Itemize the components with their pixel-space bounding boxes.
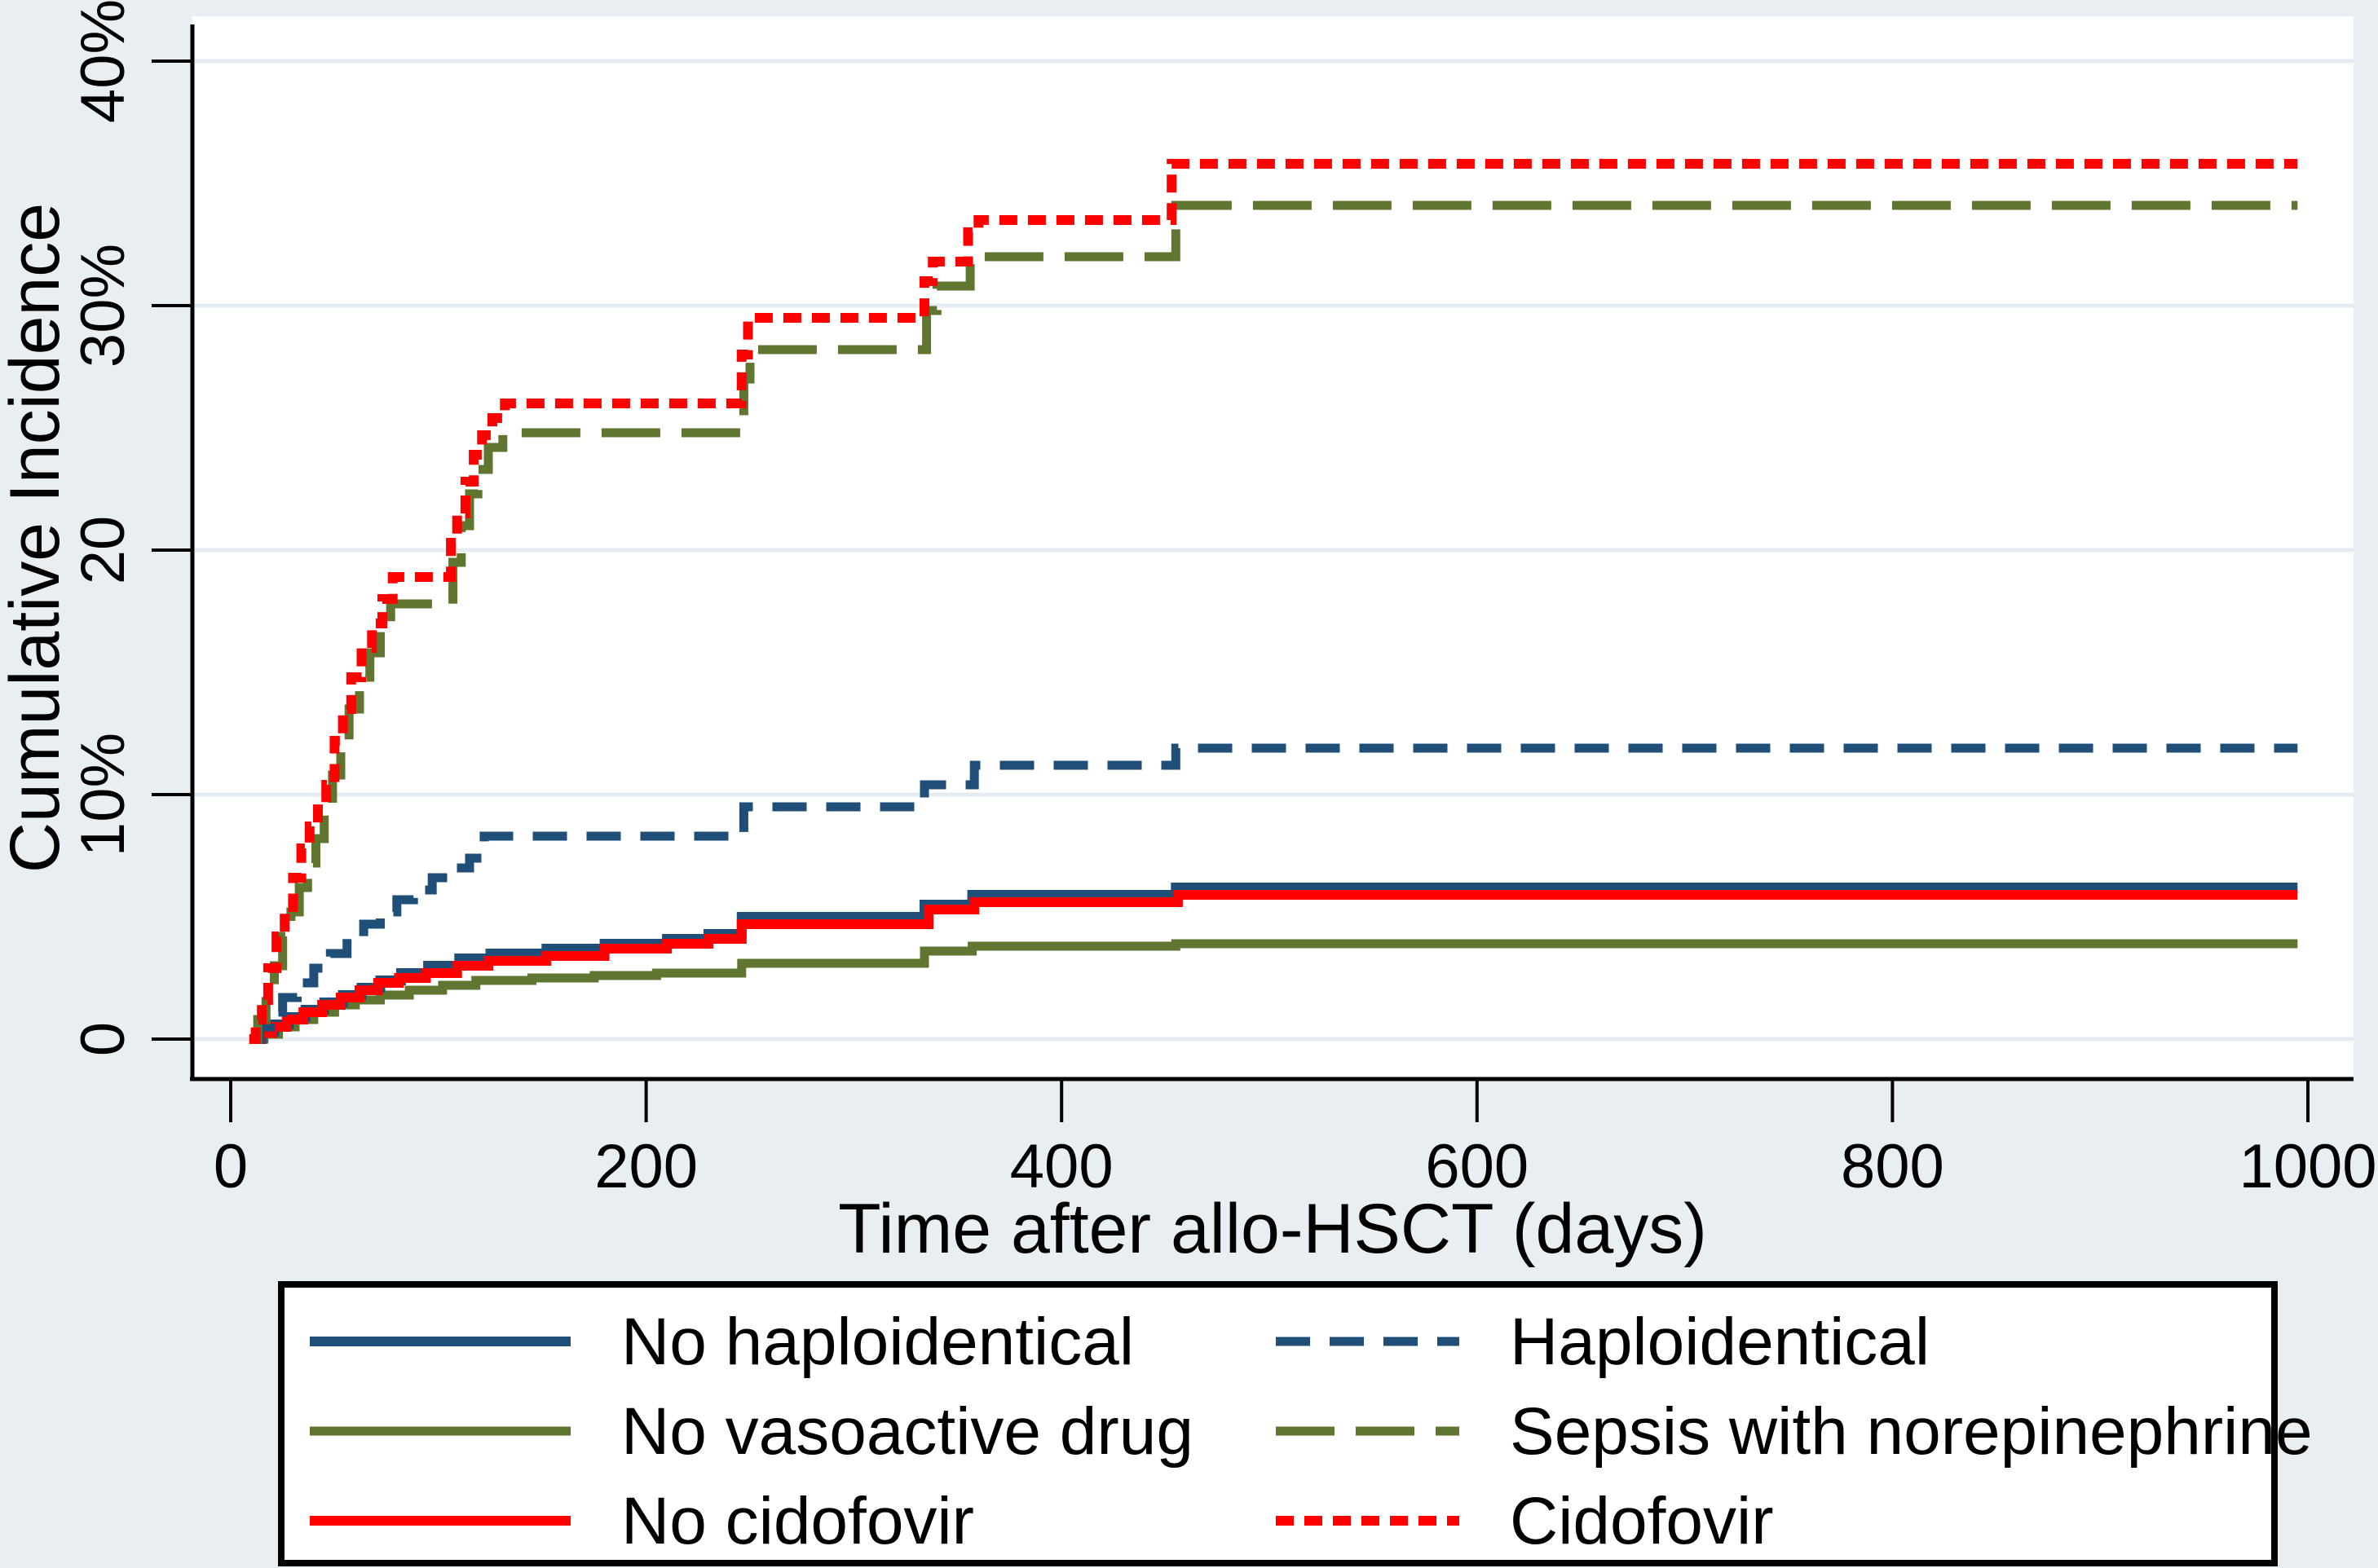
- legend-label-no-cidofovir: No cidofovir: [621, 1484, 974, 1558]
- legend-label-no-vasoactive-drug: No vasoactive drug: [621, 1394, 1193, 1469]
- x-tick-label-200: 200: [594, 1132, 698, 1201]
- curve-sepsis-with-norepinephrine: [249, 200, 2298, 1044]
- legend-box: No haploidentical Haploidentical No vasoac…: [278, 1281, 2313, 1566]
- legend-label-haploidentical: Haploidentical: [1510, 1305, 1930, 1379]
- curve-no-cidofovir: [249, 890, 2298, 1044]
- y-axis-title: Cumulative Incidence: [0, 203, 74, 873]
- legend-label-sepsis-with-norepinephrine: Sepsis with norepinephrine: [1510, 1394, 2313, 1469]
- x-tick-label-400: 400: [1010, 1132, 1114, 1201]
- axes: [190, 24, 2354, 1081]
- tick-labels: 0 10% 20 30% 40% 0 200 400 600 800 1000: [68, 0, 2377, 1201]
- y-tick-label-30: 30%: [68, 244, 138, 368]
- y-tick-label-0: 0: [68, 1022, 138, 1056]
- x-tick-label-1000: 1000: [2239, 1132, 2376, 1201]
- curve-cidofovir: [249, 159, 2298, 1044]
- x-tick-label-0: 0: [214, 1132, 248, 1201]
- gridlines: [195, 59, 2354, 1042]
- x-tick-label-600: 600: [1425, 1132, 1529, 1201]
- y-tick-label-40: 40%: [68, 0, 138, 123]
- legend-label-no-haploidentical: No haploidentical: [621, 1305, 1134, 1379]
- series-curves: [249, 159, 2298, 1044]
- x-tick-label-800: 800: [1841, 1132, 1944, 1201]
- curve-haploidentical: [251, 743, 2298, 1044]
- y-tick-label-10: 10%: [68, 733, 138, 857]
- plot-area: [192, 16, 2354, 1079]
- legend-label-cidofovir: Cidofovir: [1510, 1484, 1774, 1558]
- x-axis-title: Time after allo-HSCT (days): [838, 1190, 1707, 1268]
- tick-marks: [152, 59, 2310, 1122]
- y-tick-label-20: 20: [68, 516, 138, 585]
